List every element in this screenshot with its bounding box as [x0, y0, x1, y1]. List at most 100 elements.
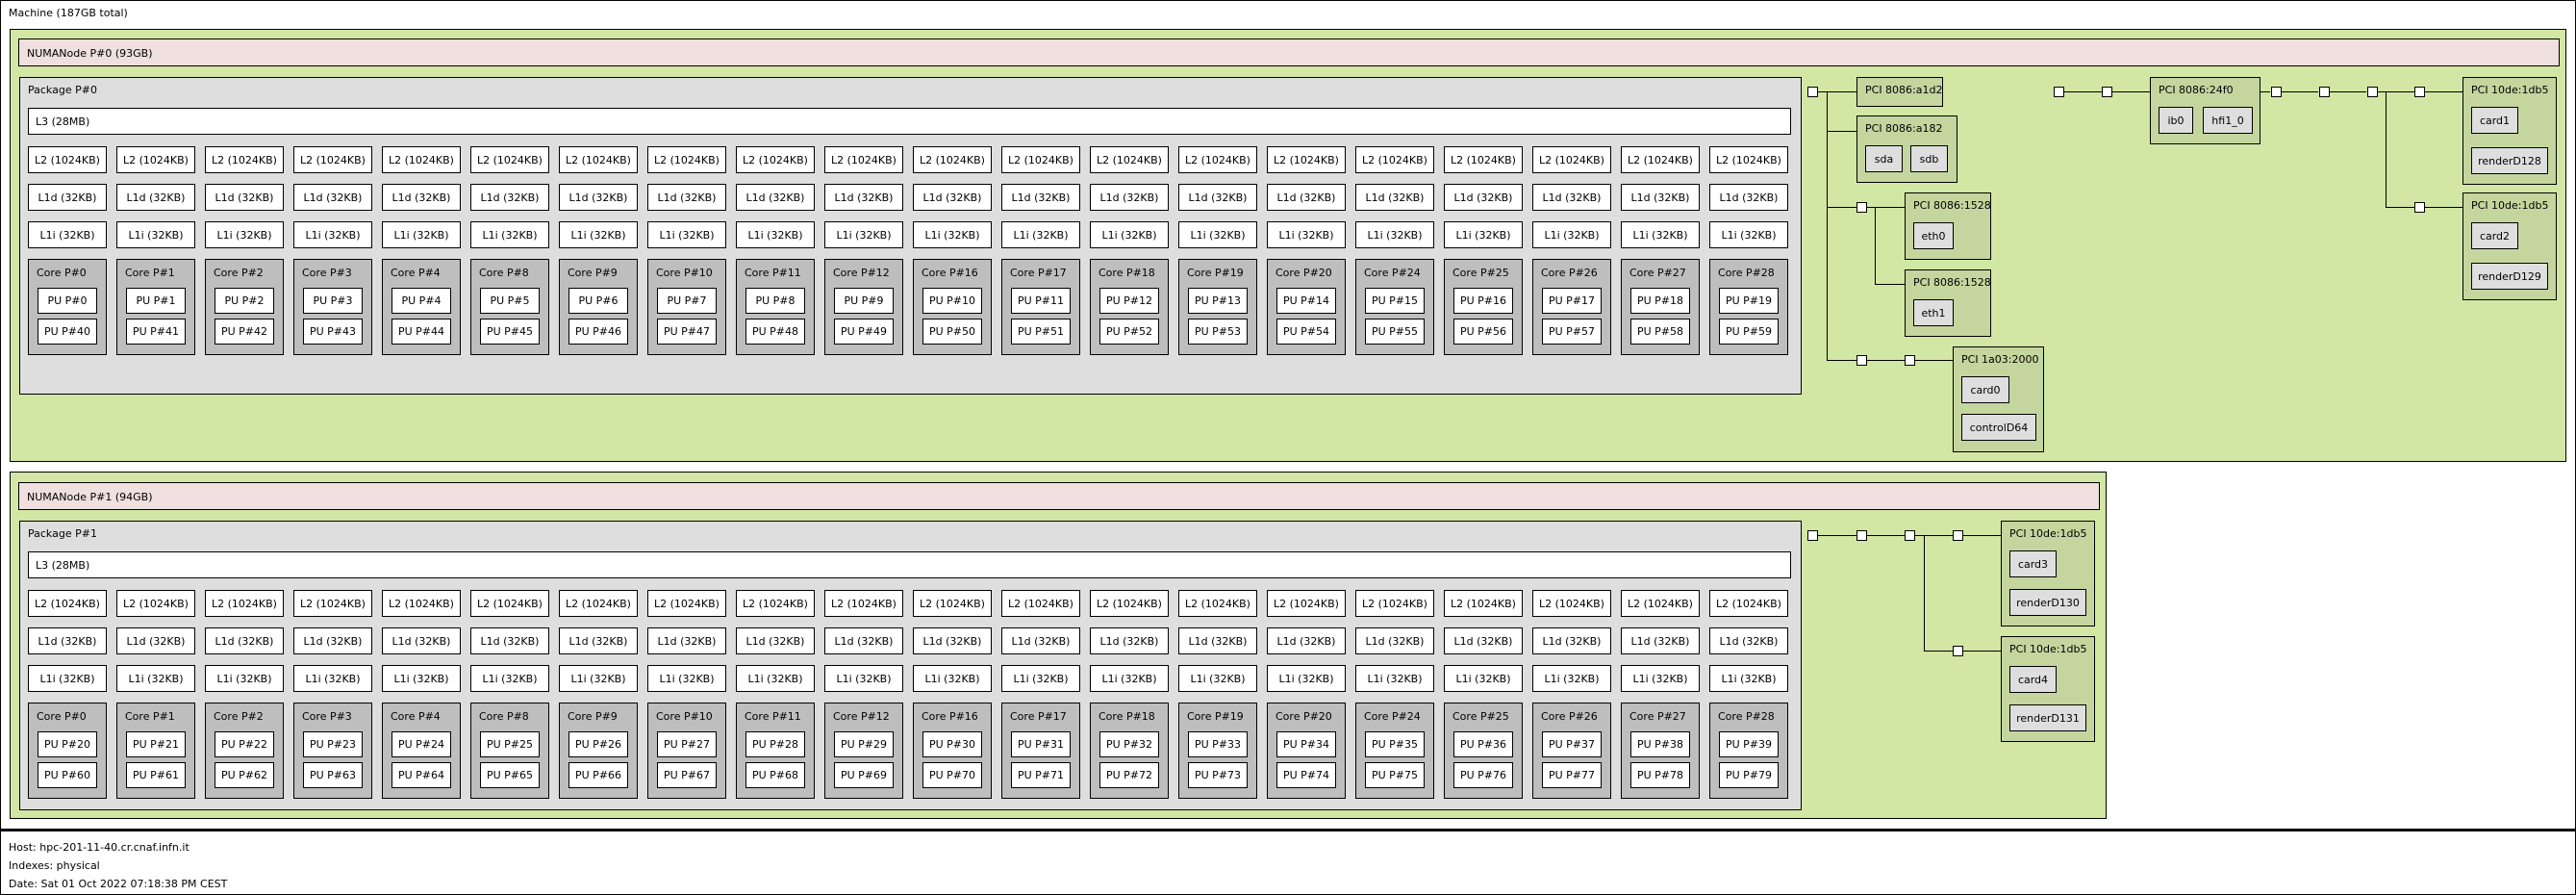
- l2-cache: L2 (1024KB): [293, 590, 372, 617]
- core: Core P#17 PU P#11 PU P#51: [1001, 259, 1080, 355]
- l1i-cache: L1i (32KB): [1178, 665, 1257, 692]
- pu-label: PU P#49: [840, 325, 888, 338]
- bus-link: [1818, 535, 1856, 536]
- core-label: Core P#20: [1275, 267, 1332, 279]
- core: Core P#11 PU P#8 PU P#48: [736, 259, 815, 355]
- pu-label: PU P#2: [224, 294, 265, 307]
- pu-label: PU P#56: [1459, 325, 1507, 338]
- l1d-cache: L1d (32KB): [1355, 184, 1434, 211]
- bus-link: [2282, 91, 2318, 92]
- l1i-cache-label: L1i (32KB): [1721, 228, 1777, 242]
- l2-cache-label: L2 (1024KB): [1628, 597, 1693, 610]
- pu-label: PU P#53: [1194, 325, 1242, 338]
- l2-cache-label: L2 (1024KB): [1539, 153, 1604, 166]
- l1i-cache: L1i (32KB): [1001, 221, 1080, 248]
- l1d-cache-label: L1d (32KB): [1542, 634, 1602, 648]
- l1d-cache-label: L1d (32KB): [1276, 634, 1336, 648]
- l3-cache: L3 (28MB): [28, 551, 1791, 578]
- pu-label: PU P#30: [928, 738, 976, 751]
- pu-label: PU P#19: [1725, 294, 1773, 307]
- core: Core P#25 PU P#16 PU P#56: [1444, 259, 1523, 355]
- pu: PU P#7: [657, 288, 717, 314]
- pci-device-label: PCI 10de:1db5: [2471, 199, 2549, 212]
- pu: PU P#75: [1365, 762, 1425, 788]
- core-label: Core P#25: [1452, 710, 1509, 723]
- l2-cache: L2 (1024KB): [382, 146, 461, 173]
- pci-bridge-icon: [1953, 530, 1963, 541]
- core-label: Core P#0: [37, 710, 87, 723]
- l1i-cache-label: L1i (32KB): [39, 672, 95, 685]
- pu: PU P#46: [568, 319, 628, 345]
- os-device: sdb: [1910, 145, 1948, 172]
- bus-link: [2425, 207, 2462, 208]
- os-device: renderD129: [2471, 263, 2548, 290]
- core: Core P#16 PU P#30 PU P#70: [913, 703, 992, 799]
- l1d-cache: L1d (32KB): [1532, 627, 1611, 654]
- core: Core P#1 PU P#21 PU P#61: [116, 703, 195, 799]
- core-label: Core P#10: [656, 267, 713, 279]
- pu: PU P#54: [1276, 319, 1336, 345]
- bus-link: [1827, 131, 1856, 132]
- l2-cache-label: L2 (1024KB): [1628, 153, 1693, 166]
- l1i-cache: L1i (32KB): [1090, 665, 1169, 692]
- pu: PU P#5: [480, 288, 540, 314]
- pu-label: PU P#0: [47, 294, 88, 307]
- pu: PU P#0: [38, 288, 97, 314]
- pu: PU P#31: [1011, 731, 1071, 757]
- l1d-cache-label: L1d (32KB): [1188, 634, 1248, 648]
- pu: PU P#60: [38, 762, 97, 788]
- bus-link: [1875, 207, 1876, 284]
- l1d-cache: L1d (32KB): [1532, 184, 1611, 211]
- l1i-cache: L1i (32KB): [382, 221, 461, 248]
- pci-bridge-icon: [2271, 87, 2282, 97]
- numa-node-0-label: NUMANode P#0 (93GB): [27, 47, 153, 60]
- l1d-cache: L1d (32KB): [559, 627, 638, 654]
- pu: PU P#49: [834, 319, 894, 345]
- l1i-cache-label: L1i (32KB): [570, 228, 626, 242]
- pu-label: PU P#58: [1636, 325, 1684, 338]
- l1i-cache-label: L1i (32KB): [128, 672, 184, 685]
- pu: PU P#32: [1099, 731, 1159, 757]
- core: Core P#12 PU P#29 PU P#69: [824, 703, 903, 799]
- numa-node-1-header: NUMANode P#1 (94GB): [18, 482, 2100, 510]
- l1i-cache: L1i (32KB): [736, 665, 815, 692]
- pu: PU P#16: [1453, 288, 1513, 314]
- l1i-cache: L1i (32KB): [470, 665, 549, 692]
- l3-cache-label: L3 (28MB): [36, 558, 90, 572]
- pu: PU P#55: [1365, 319, 1425, 345]
- pu: PU P#25: [480, 731, 540, 757]
- l1i-cache: L1i (32KB): [470, 221, 549, 248]
- l1d-cache: L1d (32KB): [647, 627, 726, 654]
- pci-device-label: PCI 8086:a182: [1865, 122, 1943, 135]
- l2-cache-label: L2 (1024KB): [123, 597, 189, 610]
- pu: PU P#29: [834, 731, 894, 757]
- core-label: Core P#26: [1541, 710, 1598, 723]
- pci-device: PCI 8086:a182 sda sdb: [1856, 115, 1957, 183]
- core: Core P#2 PU P#2 PU P#42: [205, 259, 284, 355]
- l1i-cache-label: L1i (32KB): [1278, 672, 1334, 685]
- core: Core P#10 PU P#7 PU P#47: [647, 259, 726, 355]
- os-device-label: hfi1_0: [2211, 114, 2244, 127]
- pci-bridge-icon: [2102, 87, 2112, 97]
- l2-cache-label: L2 (1024KB): [1716, 153, 1781, 166]
- os-device: card1: [2471, 107, 2518, 134]
- l2-cache-label: L2 (1024KB): [566, 597, 631, 610]
- l2-cache: L2 (1024KB): [1267, 146, 1346, 173]
- bus-link: [1924, 651, 1953, 652]
- l1d-cache-label: L1d (32KB): [391, 191, 451, 204]
- l2-cache-label: L2 (1024KB): [831, 153, 897, 166]
- os-device: eth1: [1913, 299, 1954, 326]
- core: Core P#26 PU P#37 PU P#77: [1532, 703, 1611, 799]
- pu-label: PU P#4: [401, 294, 442, 307]
- pu-label: PU P#41: [132, 325, 180, 338]
- l1i-cache-label: L1i (32KB): [1544, 228, 1600, 242]
- l2-cache: L2 (1024KB): [824, 146, 903, 173]
- pu-label: PU P#32: [1105, 738, 1153, 751]
- os-device-label: eth0: [1921, 229, 1946, 243]
- pu-label: PU P#47: [663, 325, 711, 338]
- l1i-cache-label: L1i (32KB): [1455, 228, 1511, 242]
- core-label: Core P#19: [1187, 710, 1244, 723]
- pu-label: PU P#51: [1017, 325, 1065, 338]
- pu-label: PU P#7: [667, 294, 707, 307]
- os-device: renderD130: [2009, 589, 2086, 616]
